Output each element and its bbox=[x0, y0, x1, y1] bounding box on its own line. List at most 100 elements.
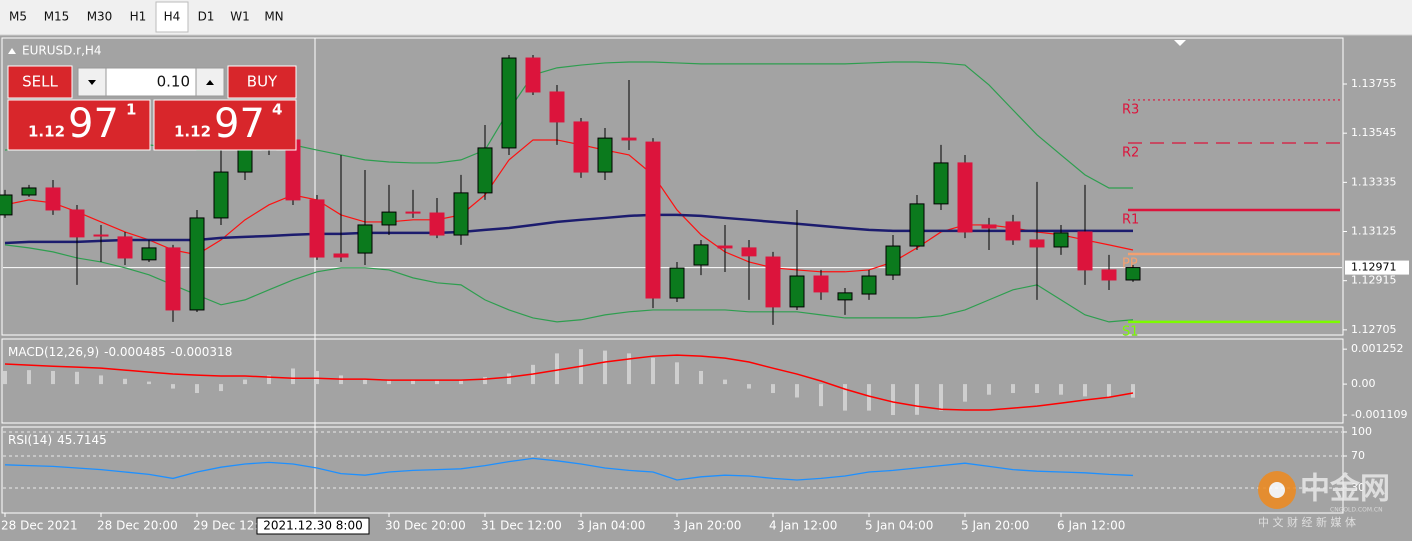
macd-bar bbox=[267, 375, 271, 385]
x-tick-label: 29 Dec 12:00 bbox=[193, 519, 274, 533]
macd-bar bbox=[195, 384, 199, 394]
macd-bar bbox=[3, 370, 7, 385]
crosshair-label: 2021.12.30 8:00 bbox=[263, 519, 362, 533]
indicator-title: RSI(14) 45.7145 bbox=[8, 433, 107, 447]
timeframe-button[interactable] bbox=[224, 2, 256, 32]
pivot-label: R2 bbox=[1122, 146, 1139, 161]
pivot-label: R1 bbox=[1122, 212, 1139, 227]
down-arrow bbox=[88, 80, 96, 85]
candle-body bbox=[213, 171, 229, 219]
candle-body bbox=[21, 187, 37, 196]
macd-bar bbox=[1059, 384, 1063, 395]
candle-body bbox=[573, 121, 589, 173]
timeframe-label[interactable]: H1 bbox=[130, 10, 147, 24]
buy-price-box[interactable] bbox=[153, 99, 297, 151]
chart-title: EURUSD.r,H4 bbox=[22, 44, 102, 58]
timeframe-button[interactable] bbox=[122, 2, 154, 32]
macd-bar bbox=[555, 353, 559, 385]
macd-bar bbox=[507, 373, 511, 385]
sell-price-big: 97 bbox=[68, 101, 119, 147]
timeframe-label[interactable]: M15 bbox=[44, 10, 70, 24]
y-tick-label: 0.00 bbox=[1351, 377, 1376, 390]
timeframe-label[interactable]: M5 bbox=[9, 10, 27, 24]
candle-body bbox=[501, 57, 517, 149]
timeframe-label[interactable]: M30 bbox=[87, 10, 113, 24]
macd-bar bbox=[219, 384, 223, 392]
crosshair-label-box bbox=[256, 517, 370, 535]
macd-bar bbox=[795, 384, 799, 398]
candle-body bbox=[93, 234, 109, 237]
macd-bar bbox=[1107, 384, 1111, 398]
sell-price-box[interactable] bbox=[7, 99, 151, 151]
macd-bar bbox=[27, 370, 31, 385]
macd-bar bbox=[603, 350, 607, 385]
candle-body bbox=[717, 245, 733, 249]
macd-bar bbox=[291, 368, 295, 385]
x-tick-label: 28 Dec 2021 bbox=[1, 519, 78, 533]
macd-bar bbox=[891, 384, 895, 416]
candle-body bbox=[693, 244, 709, 266]
watermark-site: CNGOLD.COM.CN bbox=[1330, 507, 1383, 514]
macd-bar bbox=[771, 384, 775, 394]
timeframe-button[interactable] bbox=[155, 1, 189, 33]
macd-bar bbox=[435, 380, 439, 385]
candle-body bbox=[453, 192, 469, 236]
watermark-logo-text: 中金网 bbox=[1300, 472, 1390, 507]
macd-bar bbox=[459, 379, 463, 385]
timeframe-button[interactable] bbox=[36, 2, 77, 32]
lot-value[interactable]: 0.10 bbox=[157, 73, 190, 91]
candle-body bbox=[885, 245, 901, 276]
timeframe-button[interactable] bbox=[190, 2, 222, 32]
macd-bar bbox=[723, 379, 727, 385]
macd-panel bbox=[1, 338, 1344, 424]
signal-line bbox=[4, 354, 1134, 411]
timeframe-label[interactable]: D1 bbox=[198, 10, 215, 24]
y-tick-label: 100 bbox=[1351, 425, 1372, 438]
price-tag-label: 1.12971 bbox=[1351, 261, 1397, 274]
timeframe-label[interactable]: MN bbox=[264, 10, 283, 24]
macd-bar bbox=[819, 384, 823, 407]
candle-body bbox=[405, 211, 421, 214]
sell-label[interactable]: SELL bbox=[22, 73, 58, 91]
macd-bar bbox=[51, 370, 55, 385]
candle-body bbox=[981, 224, 997, 229]
macd-bar bbox=[915, 384, 919, 415]
buy-price-prefix: 1.12 bbox=[174, 123, 211, 141]
buy-label[interactable]: BUY bbox=[247, 73, 278, 91]
candle-body bbox=[1053, 232, 1069, 248]
candle-body bbox=[309, 199, 325, 258]
candle-body bbox=[909, 203, 925, 247]
sell-button[interactable] bbox=[7, 65, 73, 99]
y-tick-label: 1.13125 bbox=[1351, 225, 1397, 238]
y-tick-label: 1.12915 bbox=[1351, 274, 1397, 287]
macd-bar bbox=[1011, 384, 1015, 394]
macd-bar bbox=[99, 375, 103, 385]
timeframe-label[interactable]: H4 bbox=[164, 10, 181, 24]
candle-body bbox=[861, 275, 877, 295]
macd-bar bbox=[843, 384, 847, 411]
macd-bar bbox=[411, 380, 415, 385]
macd-bar bbox=[699, 370, 703, 385]
macd-bar bbox=[387, 379, 391, 385]
y-tick-label: 1.13545 bbox=[1351, 126, 1397, 139]
candle-body bbox=[477, 147, 493, 194]
pivot-label: R3 bbox=[1122, 102, 1139, 117]
buy-price-big: 97 bbox=[214, 101, 265, 147]
candle-body bbox=[765, 256, 781, 308]
main-panel bbox=[1, 37, 1344, 336]
candle-body bbox=[597, 137, 613, 173]
y-tick-label: 0.001252 bbox=[1351, 342, 1404, 355]
price-tag bbox=[1345, 260, 1409, 275]
candle-body bbox=[837, 292, 853, 301]
timeframe-button[interactable] bbox=[79, 2, 120, 32]
candle-body bbox=[813, 275, 829, 293]
timeframe-button[interactable] bbox=[258, 2, 290, 32]
macd-bar bbox=[1035, 384, 1039, 394]
timeframe-button[interactable] bbox=[2, 2, 34, 32]
buy-button[interactable] bbox=[227, 65, 297, 99]
macd-bar bbox=[243, 379, 247, 385]
macd-bar bbox=[627, 353, 631, 385]
timeframe-label[interactable]: W1 bbox=[230, 10, 250, 24]
y-tick-label: 1.13335 bbox=[1351, 175, 1397, 188]
